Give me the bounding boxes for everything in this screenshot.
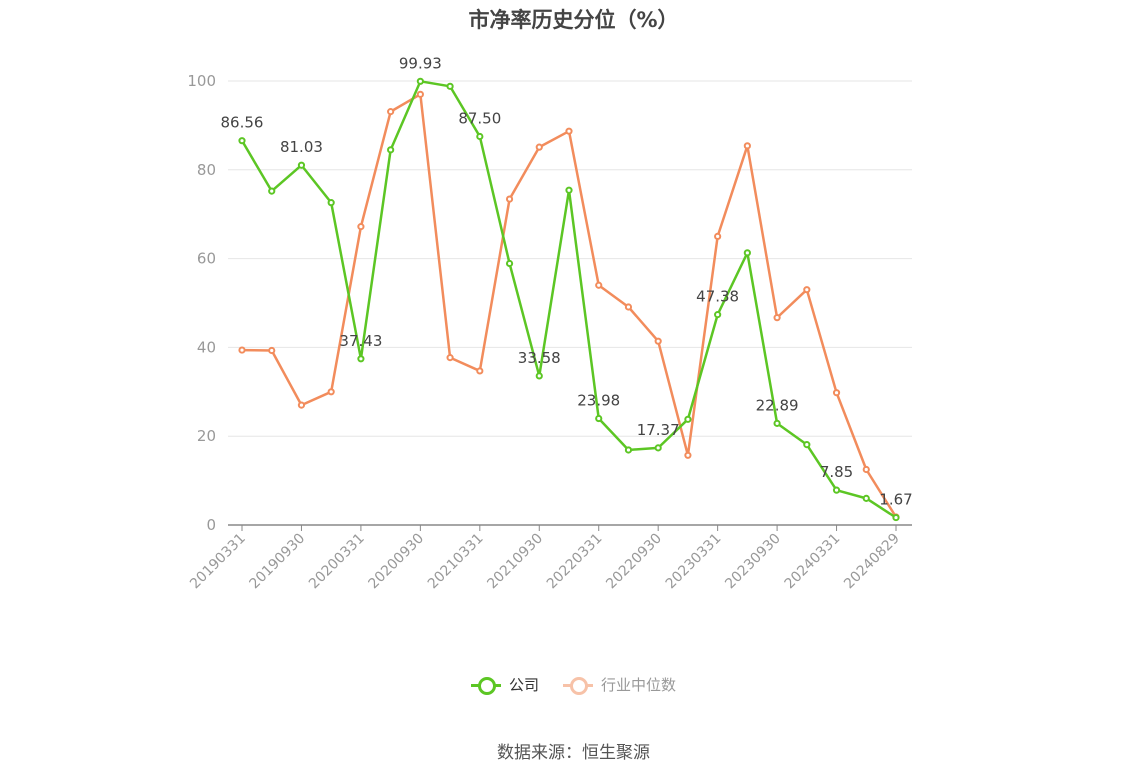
legend-label-company: 公司 bbox=[508, 676, 539, 694]
series-layer bbox=[238, 77, 900, 522]
data-point-industry bbox=[535, 143, 543, 151]
legend-item-industry[interactable]: 行业中位数 bbox=[563, 674, 676, 695]
data-point-industry bbox=[476, 367, 484, 375]
legend-marker-company-icon bbox=[470, 675, 501, 695]
data-point-industry bbox=[862, 465, 870, 474]
data-point-company bbox=[268, 187, 276, 195]
y-tick-label: 0 bbox=[206, 516, 216, 534]
data-point-industry bbox=[624, 303, 633, 311]
x-tick-label: 20210930 bbox=[484, 531, 546, 593]
data-point-company bbox=[832, 486, 841, 494]
data-label: 81.03 bbox=[280, 138, 323, 156]
x-tick-label: 20190331 bbox=[187, 531, 249, 593]
x-tick-label: 20220331 bbox=[544, 531, 606, 593]
data-point-industry bbox=[803, 286, 811, 294]
source-note: 数据来源：恒生聚源 bbox=[497, 743, 650, 763]
data-point-company bbox=[327, 199, 335, 207]
data-point-company bbox=[357, 355, 365, 363]
x-tick-label: 20200930 bbox=[365, 531, 427, 593]
data-point-company bbox=[624, 446, 633, 454]
x-tick-label: 20190930 bbox=[247, 531, 309, 593]
data-point-industry bbox=[565, 127, 573, 135]
data-label: 37.43 bbox=[339, 332, 382, 350]
data-point-industry bbox=[416, 90, 424, 98]
data-point-company bbox=[803, 441, 811, 449]
data-point-company bbox=[654, 444, 662, 452]
y-tick-label: 60 bbox=[197, 250, 216, 268]
data-point-company bbox=[773, 419, 781, 427]
data-point-company bbox=[416, 77, 424, 85]
data-label: 17.37 bbox=[637, 421, 680, 439]
data-point-industry bbox=[773, 314, 781, 322]
data-point-company bbox=[714, 311, 722, 319]
data-label: 33.58 bbox=[518, 349, 561, 367]
x-tick-label: 20200331 bbox=[306, 531, 368, 593]
data-point-company bbox=[505, 259, 514, 268]
data-label: 7.85 bbox=[820, 463, 853, 481]
data-point-company bbox=[238, 137, 246, 145]
legend: 公司 行业中位数 bbox=[0, 674, 1147, 695]
line-chart: 0 20 40 60 80 100 2019033120190930202003312020… bbox=[187, 54, 913, 593]
x-tick-label: 20230331 bbox=[663, 531, 725, 593]
data-point-company bbox=[476, 132, 484, 141]
data-point-company bbox=[565, 186, 573, 194]
y-tick-label: 20 bbox=[197, 427, 216, 445]
data-point-industry bbox=[446, 354, 454, 362]
data-point-industry bbox=[595, 281, 603, 289]
data-point-company bbox=[743, 249, 751, 257]
data-label: 1.67 bbox=[879, 491, 912, 509]
x-tick-label: 20240331 bbox=[782, 531, 844, 593]
data-point-industry bbox=[505, 195, 514, 203]
legend-label-industry: 行业中位数 bbox=[601, 676, 677, 694]
data-point-industry bbox=[238, 346, 246, 354]
data-point-company bbox=[595, 414, 603, 423]
data-label-layer: 86.56 81.03 37.43 99.93 87.50 33.58 23.98 17.37… bbox=[221, 54, 913, 508]
data-point-company bbox=[862, 494, 870, 502]
data-point-industry bbox=[743, 142, 751, 150]
data-point-company bbox=[892, 513, 900, 522]
data-point-industry bbox=[684, 451, 692, 459]
legend-item-company[interactable]: 公司 bbox=[470, 674, 539, 695]
data-label: 47.38 bbox=[696, 288, 739, 306]
legend-marker-industry-icon bbox=[563, 675, 593, 695]
data-point-company bbox=[297, 161, 306, 169]
data-label: 23.98 bbox=[577, 392, 620, 410]
y-tick-label: 80 bbox=[197, 161, 216, 179]
data-point-company bbox=[446, 82, 454, 90]
data-point-company bbox=[387, 146, 395, 154]
y-tick-label: 40 bbox=[197, 338, 216, 356]
data-point-industry bbox=[387, 108, 395, 116]
data-label: 99.93 bbox=[399, 54, 442, 72]
data-label: 86.56 bbox=[221, 114, 264, 132]
data-point-company bbox=[535, 372, 543, 380]
data-label: 87.50 bbox=[458, 110, 501, 128]
chart-title: 市净率历史分位（%） bbox=[468, 8, 679, 32]
x-tick-label: 20240829 bbox=[841, 531, 903, 593]
series-line-industry bbox=[241, 93, 898, 518]
data-point-industry bbox=[832, 389, 841, 397]
y-tick-label: 100 bbox=[187, 72, 216, 90]
data-point-industry bbox=[268, 346, 276, 355]
data-label: 22.89 bbox=[756, 396, 799, 414]
data-point-industry bbox=[327, 388, 335, 396]
x-tick-label: 20220930 bbox=[603, 531, 665, 593]
data-point-company bbox=[684, 415, 692, 423]
data-point-industry bbox=[297, 401, 306, 409]
x-tick-label: 20230930 bbox=[722, 531, 784, 593]
data-point-industry bbox=[654, 337, 662, 345]
x-tick-label: 20210331 bbox=[425, 531, 487, 593]
data-point-industry bbox=[357, 223, 365, 231]
data-point-industry bbox=[714, 232, 722, 240]
